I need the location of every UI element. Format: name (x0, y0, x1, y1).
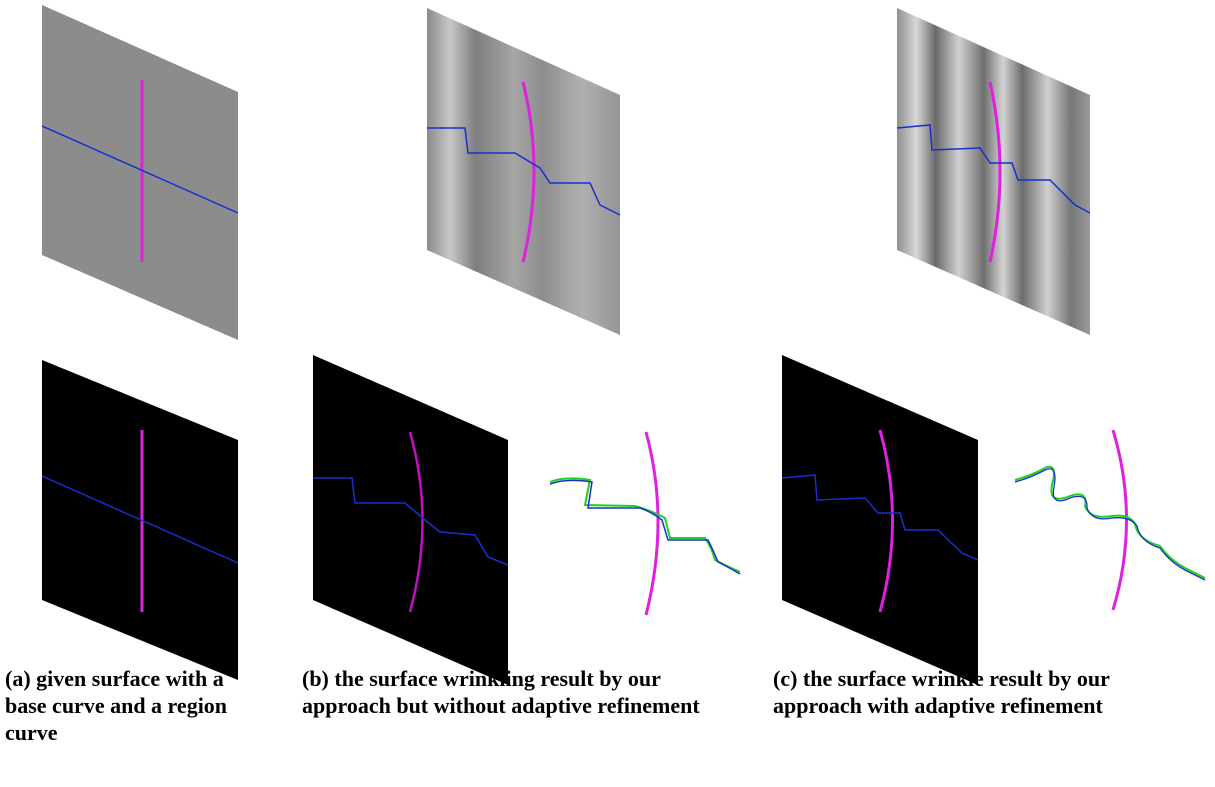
surface (897, 8, 1090, 335)
caption: (c) the surface wrinkle result by our ap… (773, 665, 1203, 719)
result-curve (550, 478, 740, 572)
result-curve (1015, 467, 1205, 578)
surface (427, 8, 620, 335)
base-curve (550, 480, 740, 574)
region-curve (646, 432, 658, 615)
figure: (a) given surface with a base curve and … (0, 0, 1215, 787)
region-curve (1113, 430, 1127, 610)
surface (42, 5, 238, 340)
caption: (b) the surface wrinkling result by our … (302, 665, 747, 719)
caption: (a) given surface with a base curve and … (5, 665, 265, 746)
